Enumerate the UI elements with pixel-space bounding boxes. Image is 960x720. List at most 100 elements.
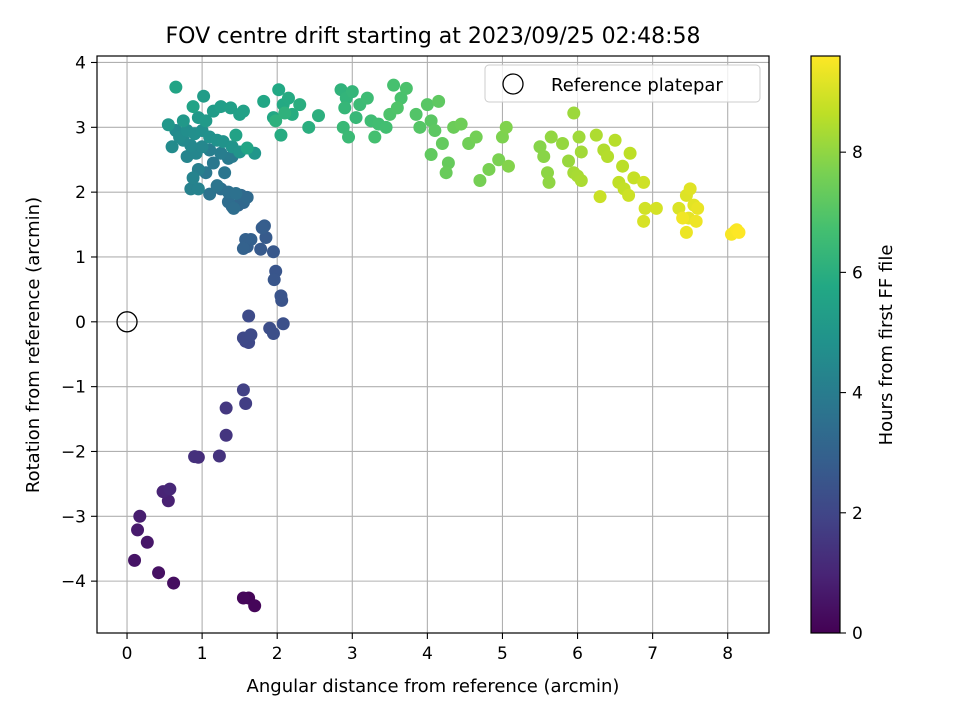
- data-point: [368, 130, 382, 144]
- data-point: [210, 179, 224, 193]
- data-point: [501, 159, 515, 173]
- data-point: [266, 245, 280, 259]
- data-point: [188, 450, 202, 464]
- colorbar-label: Hours from first FF file: [876, 245, 897, 446]
- y-axis-label: Rotation from reference (arcmin): [23, 197, 44, 493]
- data-point: [214, 146, 228, 160]
- y-tick-label: −1: [61, 378, 86, 398]
- data-point: [482, 162, 496, 176]
- data-point: [574, 145, 588, 159]
- x-tick-label: 4: [422, 644, 433, 664]
- data-point: [163, 482, 177, 496]
- colorbar-ticks: 0 2 4 6 8: [840, 143, 863, 644]
- x-tick-label: 5: [497, 644, 508, 664]
- x-tick-label: 1: [197, 644, 208, 664]
- x-tick-label: 7: [647, 644, 658, 664]
- data-point: [248, 599, 262, 613]
- data-point: [608, 133, 622, 147]
- data-point: [269, 114, 283, 128]
- data-point: [224, 101, 238, 115]
- y-tick-label: −2: [61, 442, 86, 462]
- data-point: [473, 173, 487, 187]
- data-point: [128, 553, 142, 567]
- data-point: [227, 201, 241, 215]
- data-point: [152, 566, 166, 580]
- data-point: [276, 317, 290, 331]
- x-tick-label: 3: [347, 644, 358, 664]
- data-point: [399, 81, 413, 95]
- data-point: [197, 89, 211, 103]
- data-point: [236, 383, 250, 397]
- legend-box: [484, 64, 761, 103]
- data-point: [562, 154, 576, 168]
- colorbar-gradient: [811, 56, 840, 633]
- data-point: [574, 173, 588, 187]
- data-point: [601, 149, 615, 163]
- data-point: [131, 523, 145, 537]
- data-point: [622, 188, 636, 202]
- data-point: [293, 98, 307, 112]
- chart-title: FOV centre drift starting at 2023/09/25 …: [166, 24, 701, 49]
- data-point: [272, 83, 286, 97]
- data-point: [186, 100, 200, 114]
- data-point: [338, 101, 352, 115]
- data-point: [544, 130, 558, 144]
- data-point: [219, 401, 233, 415]
- data-point: [214, 100, 228, 114]
- x-tick-label: 2: [272, 644, 283, 664]
- colorbar-tick-label: 4: [852, 384, 863, 404]
- data-point: [267, 273, 281, 287]
- legend: Reference platepar: [484, 64, 761, 103]
- colorbar-tick-label: 0: [852, 624, 863, 644]
- data-point: [218, 166, 232, 180]
- data-point: [311, 109, 325, 123]
- data-point: [169, 80, 183, 94]
- data-point: [240, 141, 254, 155]
- data-point: [691, 201, 705, 215]
- data-point: [390, 101, 404, 115]
- y-axis-ticks: −4 −3 −2 −1 0 1 2 3 4: [61, 53, 97, 592]
- data-point: [254, 242, 268, 256]
- data-point: [409, 107, 423, 121]
- data-point: [239, 396, 253, 410]
- data-point: [167, 576, 181, 590]
- data-point: [589, 128, 603, 142]
- data-point: [206, 156, 220, 170]
- data-point: [492, 153, 506, 167]
- data-point: [683, 182, 697, 196]
- y-tick-label: −4: [61, 572, 86, 592]
- y-tick-label: 0: [75, 313, 86, 333]
- colorbar-tick-label: 6: [852, 263, 863, 283]
- data-point: [236, 242, 250, 256]
- data-point: [345, 85, 359, 99]
- data-point: [638, 201, 652, 215]
- legend-label: Reference platepar: [551, 75, 723, 96]
- data-point: [274, 289, 288, 303]
- colorbar-tick-label: 8: [852, 143, 863, 163]
- data-point: [165, 140, 179, 154]
- data-point: [379, 120, 393, 134]
- plot-frame: [96, 55, 770, 634]
- x-axis-ticks: 0 1 2 3 4 5 6 7 8: [122, 633, 733, 664]
- data-point: [732, 225, 746, 239]
- y-tick-label: 4: [75, 53, 86, 73]
- data-point: [203, 187, 217, 201]
- data-point: [432, 94, 446, 108]
- data-point: [229, 128, 243, 142]
- data-point: [469, 130, 483, 144]
- data-point: [637, 175, 651, 189]
- data-point: [499, 120, 513, 134]
- y-tick-label: 2: [75, 183, 86, 203]
- data-point: [537, 149, 551, 163]
- data-point: [161, 118, 175, 132]
- data-point: [255, 221, 269, 235]
- data-point: [556, 137, 570, 151]
- data-point: [133, 509, 147, 523]
- colorbar: 0 2 4 6 8 Hours from first FF file: [810, 55, 897, 644]
- data-point: [191, 182, 205, 196]
- data-point: [420, 98, 434, 112]
- data-point: [140, 535, 154, 549]
- data-point: [623, 146, 637, 160]
- data-point: [302, 120, 316, 134]
